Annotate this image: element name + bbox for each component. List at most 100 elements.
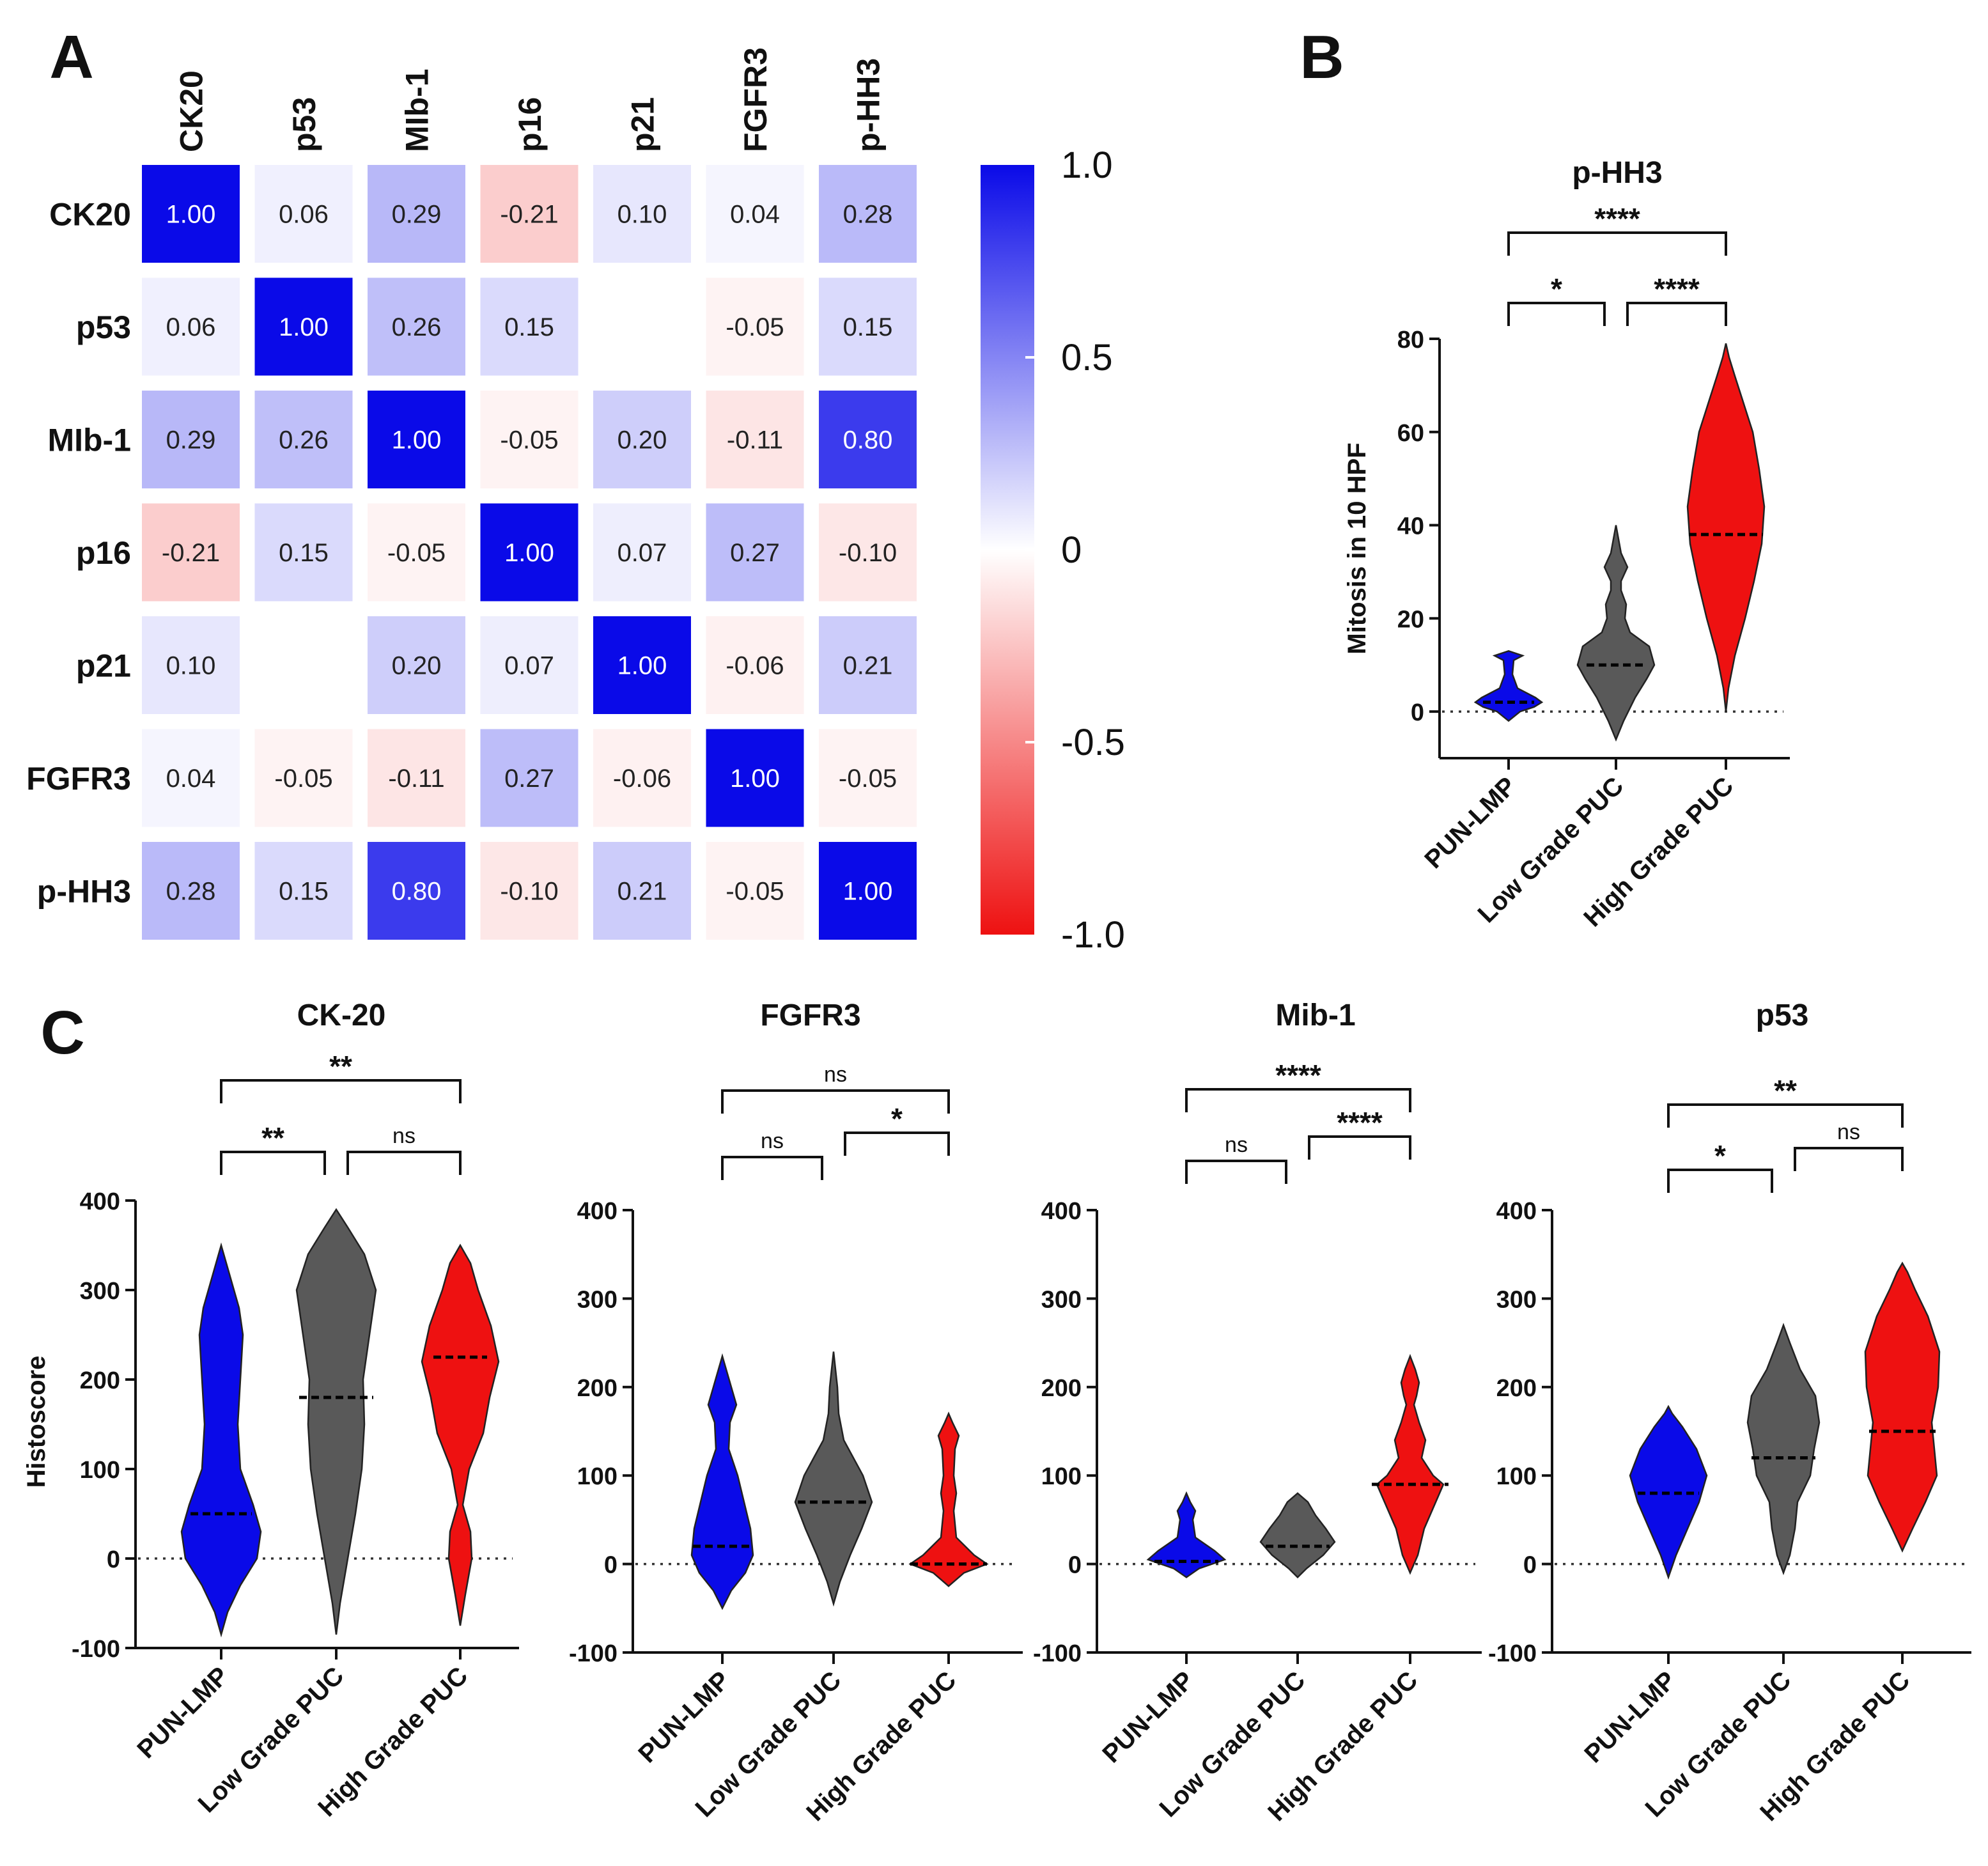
y-tick-label: 80 (1397, 327, 1424, 354)
panel-label-c: C (40, 999, 84, 1067)
heatmap-cell-value: 0.21 (617, 878, 667, 906)
y-tick-label: -100 (1488, 1640, 1537, 1667)
heatmap-cell (368, 277, 465, 376)
significance-bracket (721, 1156, 823, 1180)
heatmap-cell (254, 729, 353, 827)
y-tick-label: 0 (1068, 1552, 1082, 1579)
heatmap-cell-value: -0.11 (388, 765, 444, 793)
colorbar-tick-label: 0 (1061, 529, 1082, 571)
heatmap-cell-value: 0.21 (843, 652, 893, 680)
heatmap-cell-value: 0.29 (166, 426, 216, 455)
significance-bracket (346, 1151, 462, 1175)
chart-title: p53 (1756, 999, 1809, 1032)
heatmap-cell-value: -0.10 (839, 539, 897, 567)
heatmap-cell (368, 503, 465, 602)
heatmap-cell-value: 0.07 (504, 652, 554, 680)
colorbar-tick-label: -0.5 (1061, 722, 1125, 763)
heatmap-cell-value: 0.80 (843, 426, 893, 455)
chart-title: Mib-1 (1275, 999, 1355, 1032)
violin (1473, 650, 1544, 722)
y-tick-label: 300 (577, 1286, 617, 1313)
significance-label: ns (761, 1129, 784, 1153)
heatmap-cell (142, 616, 240, 714)
significance-label: **** (1275, 1059, 1321, 1092)
heatmap-cell-value: 0.04 (730, 201, 780, 229)
y-tick-label: 0 (604, 1552, 617, 1579)
heatmap-cell (593, 277, 691, 376)
heatmap-cell (706, 277, 804, 376)
heatmap-column-label: MIb-1 (400, 68, 435, 152)
heatmap-column-label: CK20 (174, 70, 210, 152)
heatmap-cell-value: 1.00 (166, 201, 216, 229)
significance-bracket (1626, 302, 1727, 326)
heatmap-cell-value: 0.06 (166, 313, 216, 341)
heatmap-cell (480, 503, 579, 602)
significance-label: ns (824, 1062, 847, 1087)
violin (1864, 1261, 1941, 1553)
significance-bracket (1185, 1088, 1411, 1112)
heatmap-cell-value: -0.05 (500, 426, 558, 455)
heatmap-cell-value: 0.15 (279, 539, 329, 567)
heatmap-cell (480, 729, 579, 827)
heatmap-cell-value: 0.29 (392, 201, 442, 229)
colorbar-tick-label: -1.0 (1061, 914, 1125, 956)
colorbar-tick-label: 1.0 (1061, 144, 1113, 186)
heatmap-row-label: FGFR3 (26, 761, 131, 797)
heatmap-cell-value: 0.27 (504, 765, 554, 793)
y-tick-label: -100 (569, 1640, 617, 1667)
heatmap-cell-value: 0.07 (617, 539, 667, 567)
violin (180, 1242, 262, 1638)
heatmap-column-label: p21 (625, 97, 661, 152)
significance-bracket (1507, 302, 1606, 326)
heatmap-cell-value: 0.10 (166, 652, 216, 680)
significance-label: ** (261, 1121, 284, 1155)
heatmap-cell-value: -0.05 (274, 765, 332, 793)
heatmap-cell (254, 165, 353, 263)
chart-title: CK-20 (297, 999, 386, 1032)
significance-label: * (891, 1102, 903, 1135)
heatmap-cell (480, 391, 579, 488)
heatmap-cell-value: 0.28 (166, 878, 216, 906)
heatmap-cell-value: 0.15 (504, 313, 554, 341)
y-tick-label: 100 (577, 1463, 617, 1490)
heatmap-cell (819, 842, 917, 940)
heatmap-cell-value: 0.04 (166, 765, 216, 793)
x-tick-label: PUN-LMP (1419, 772, 1521, 874)
heatmap-row-label: p16 (76, 535, 131, 571)
heatmap-cell-value: 0.10 (617, 201, 667, 229)
heatmap-cell (593, 729, 691, 827)
y-tick-label: -100 (72, 1636, 120, 1663)
violin (1146, 1491, 1227, 1578)
heatmap-cell (593, 391, 691, 488)
significance-label: ** (329, 1050, 352, 1083)
heatmap-row-label: p21 (76, 648, 131, 684)
heatmap-cell (254, 503, 353, 602)
violin (794, 1351, 873, 1607)
heatmap-cell (368, 165, 465, 263)
significance-label: ns (392, 1124, 415, 1148)
x-tick-label: PUN-LMP (1097, 1666, 1199, 1768)
heatmap-cell (480, 165, 579, 263)
heatmap-cell (706, 842, 804, 940)
heatmap-cell (819, 391, 917, 488)
heatmap-row-label: p-HH3 (37, 874, 131, 910)
significance-bracket (1507, 231, 1727, 256)
heatmap-cell (254, 842, 353, 940)
heatmap-cell-value: 0.15 (279, 878, 329, 906)
significance-label: **** (1337, 1106, 1383, 1139)
heatmap-cell-value: -0.21 (162, 539, 220, 567)
heatmap-cell-value: 1.00 (504, 539, 554, 567)
heatmap-cell-value: 0.20 (392, 652, 442, 680)
y-tick-label: 60 (1397, 420, 1424, 447)
x-tick-label: PUN-LMP (132, 1661, 234, 1764)
heatmap-cell (593, 842, 691, 940)
heatmap-cell (819, 503, 917, 602)
significance-bracket (1794, 1147, 1904, 1171)
heatmap-cell (706, 503, 804, 602)
heatmap-cell-value: -0.05 (839, 765, 897, 793)
significance-label: * (1714, 1139, 1726, 1172)
significance-bracket (1667, 1103, 1904, 1128)
